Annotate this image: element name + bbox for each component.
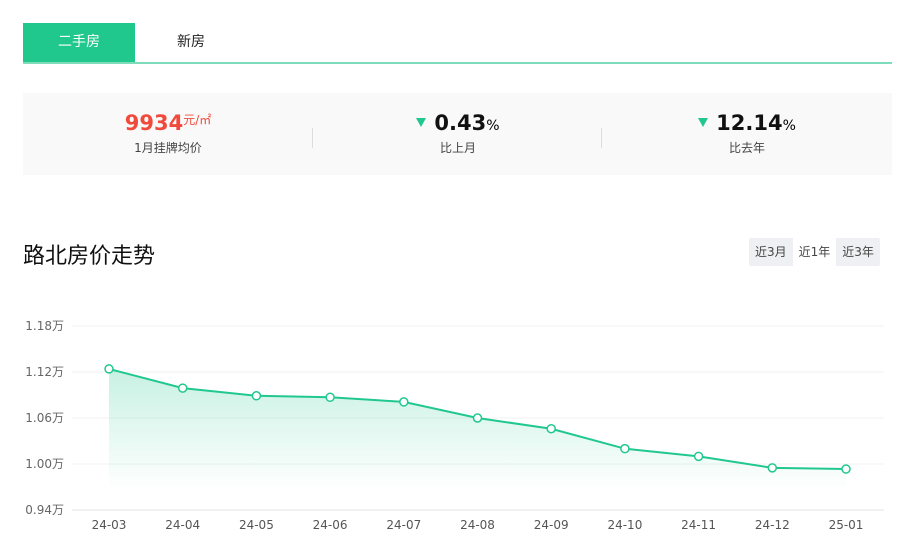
avg-price-value: 9934: [124, 111, 184, 135]
tab-second-hand[interactable]: 二手房: [23, 23, 135, 62]
tab-new-house[interactable]: 新房: [177, 34, 205, 50]
data-point: [767, 463, 778, 473]
y-tick-label: 0.94万: [25, 503, 64, 517]
down-triangle-icon: [698, 118, 709, 127]
x-tick-label: 24-04: [165, 518, 200, 532]
yoy-value: 12.14: [716, 111, 783, 135]
data-point: [177, 383, 188, 393]
data-point: [620, 443, 630, 454]
x-tick-label: 24-10: [607, 518, 642, 532]
y-tick-label: 1.06万: [25, 411, 64, 425]
x-tick-label: 24-12: [755, 518, 790, 532]
yoy-stat: 12.14% 比去年: [602, 111, 892, 156]
data-point: [399, 397, 409, 407]
range-3-months[interactable]: 近3月: [755, 245, 787, 259]
x-tick-label: 24-05: [239, 518, 274, 532]
mom-label: 比上月: [439, 141, 476, 155]
y-tick-label: 1.18万: [25, 319, 64, 333]
range-3-years[interactable]: 近3年: [842, 245, 874, 259]
mom-value: 0.43: [434, 111, 487, 135]
x-tick-label: 25-01: [829, 518, 864, 532]
avg-price-stat: 9934元/㎡ 1月挂牌均价: [23, 111, 313, 156]
range-selector: 近3月 近1年 近3年: [749, 238, 880, 266]
divider: [312, 128, 313, 148]
data-point: [841, 464, 851, 474]
data-point: [546, 423, 556, 434]
mom-stat: 0.43% 比上月: [313, 111, 603, 156]
range-1-year[interactable]: 近1年: [792, 238, 837, 266]
data-point: [104, 364, 114, 374]
down-triangle-icon: [416, 118, 427, 127]
avg-price-label: 1月挂牌均价: [134, 141, 202, 155]
x-tick-label: 24-08: [460, 518, 495, 532]
divider: [601, 128, 602, 148]
y-tick-label: 1.00万: [25, 457, 64, 471]
house-type-tabs: 二手房 新房: [23, 23, 892, 64]
x-tick-label: 24-07: [386, 518, 421, 532]
data-point: [693, 451, 704, 462]
section-title: 路北房价走势: [23, 244, 156, 269]
mom-unit: %: [486, 118, 500, 134]
y-tick-label: 1.12万: [25, 365, 64, 379]
x-tick-label: 24-11: [681, 518, 716, 532]
area-fill: [109, 368, 846, 490]
x-tick-label: 24-09: [534, 518, 569, 532]
x-tick-label: 24-03: [92, 518, 127, 532]
data-point: [325, 392, 335, 403]
yoy-label: 比去年: [728, 141, 765, 155]
x-tick-label: 24-06: [313, 518, 348, 532]
stats-panel: 9934元/㎡ 1月挂牌均价 0.43% 比上月 12.14% 比去年: [23, 93, 892, 175]
avg-price-unit: 元/㎡: [183, 113, 212, 127]
data-point: [251, 391, 262, 401]
yoy-unit: %: [782, 118, 796, 134]
data-point: [472, 413, 483, 423]
